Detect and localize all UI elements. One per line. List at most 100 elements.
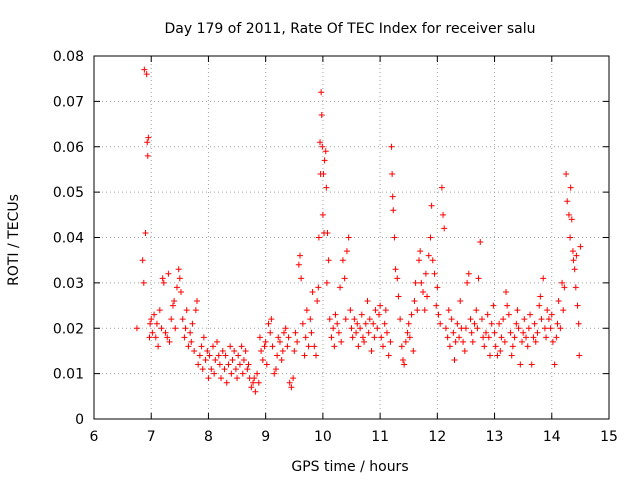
data-point	[560, 307, 567, 314]
data-point	[527, 311, 534, 318]
data-point	[299, 320, 306, 327]
y-tick-label: 0.07	[53, 94, 84, 110]
data-point	[173, 284, 180, 291]
data-point	[303, 307, 310, 314]
data-point	[425, 252, 432, 259]
data-point	[484, 311, 491, 318]
data-point	[564, 198, 571, 205]
data-point	[488, 320, 495, 327]
data-point	[232, 366, 239, 373]
data-point	[147, 320, 154, 327]
data-point	[210, 343, 217, 350]
data-point	[353, 329, 360, 336]
data-point	[211, 370, 218, 377]
data-point	[250, 379, 257, 386]
data-point	[371, 334, 378, 341]
data-point	[349, 334, 356, 341]
y-tick-label: 0.01	[53, 367, 84, 383]
data-point	[509, 343, 516, 350]
data-point	[143, 71, 150, 78]
data-point	[361, 338, 368, 345]
data-point	[189, 320, 196, 327]
data-point	[482, 329, 489, 336]
data-point	[496, 320, 503, 327]
data-point	[571, 266, 578, 273]
data-point	[171, 298, 178, 305]
data-point	[469, 338, 476, 345]
data-point	[368, 347, 375, 354]
data-point	[519, 338, 526, 345]
data-point	[218, 375, 225, 382]
data-point	[146, 334, 153, 341]
x-tick-label: 15	[600, 429, 618, 445]
data-point	[153, 320, 160, 327]
data-point	[179, 316, 186, 323]
data-point	[269, 343, 276, 350]
data-point	[573, 252, 580, 259]
x-tick-label: 10	[314, 429, 332, 445]
data-point	[240, 357, 247, 364]
data-point	[554, 320, 561, 327]
data-point	[311, 343, 318, 350]
data-point	[194, 298, 200, 305]
data-point	[176, 275, 183, 282]
data-point	[343, 248, 350, 255]
data-point	[251, 375, 258, 382]
data-point	[565, 211, 572, 218]
data-point	[347, 307, 354, 314]
data-point	[420, 288, 427, 295]
data-point	[341, 275, 348, 282]
data-point	[364, 298, 371, 305]
data-point	[238, 343, 245, 350]
data-point	[402, 338, 409, 345]
data-point	[256, 334, 263, 341]
data-point	[537, 293, 544, 300]
data-point	[372, 307, 379, 314]
data-point	[517, 361, 524, 368]
data-point	[547, 325, 554, 332]
data-point	[165, 270, 172, 277]
data-point	[225, 361, 232, 368]
data-point	[140, 279, 147, 286]
data-point	[141, 66, 148, 73]
data-point	[318, 111, 325, 118]
data-point	[404, 329, 411, 336]
data-point	[307, 316, 314, 323]
data-point	[151, 311, 158, 318]
data-point	[405, 320, 412, 327]
grid-lines	[94, 56, 609, 419]
data-point	[259, 357, 266, 364]
data-point	[387, 338, 394, 345]
data-point	[504, 302, 511, 309]
data-point	[177, 288, 184, 295]
data-point	[265, 320, 272, 327]
data-point	[332, 311, 339, 318]
data-point	[254, 370, 261, 377]
data-point	[198, 343, 205, 350]
data-point	[278, 357, 285, 364]
data-point	[462, 325, 469, 332]
data-point	[378, 334, 385, 341]
data-point	[214, 338, 221, 345]
data-point	[576, 352, 583, 359]
data-point	[440, 211, 447, 218]
data-point	[144, 152, 151, 159]
data-point	[395, 293, 402, 300]
data-point	[538, 316, 545, 323]
data-point	[474, 325, 481, 332]
data-point	[206, 352, 213, 359]
data-point	[400, 357, 406, 364]
data-point	[431, 270, 438, 277]
data-point	[416, 257, 423, 264]
data-point	[261, 343, 268, 350]
data-point	[317, 139, 324, 146]
data-point	[446, 343, 453, 350]
data-point	[274, 352, 281, 359]
data-point	[301, 352, 308, 359]
data-point	[139, 257, 146, 264]
data-point	[406, 334, 413, 341]
data-point	[555, 298, 562, 305]
data-point	[414, 307, 421, 314]
data-point	[460, 338, 467, 345]
data-point	[199, 366, 206, 373]
